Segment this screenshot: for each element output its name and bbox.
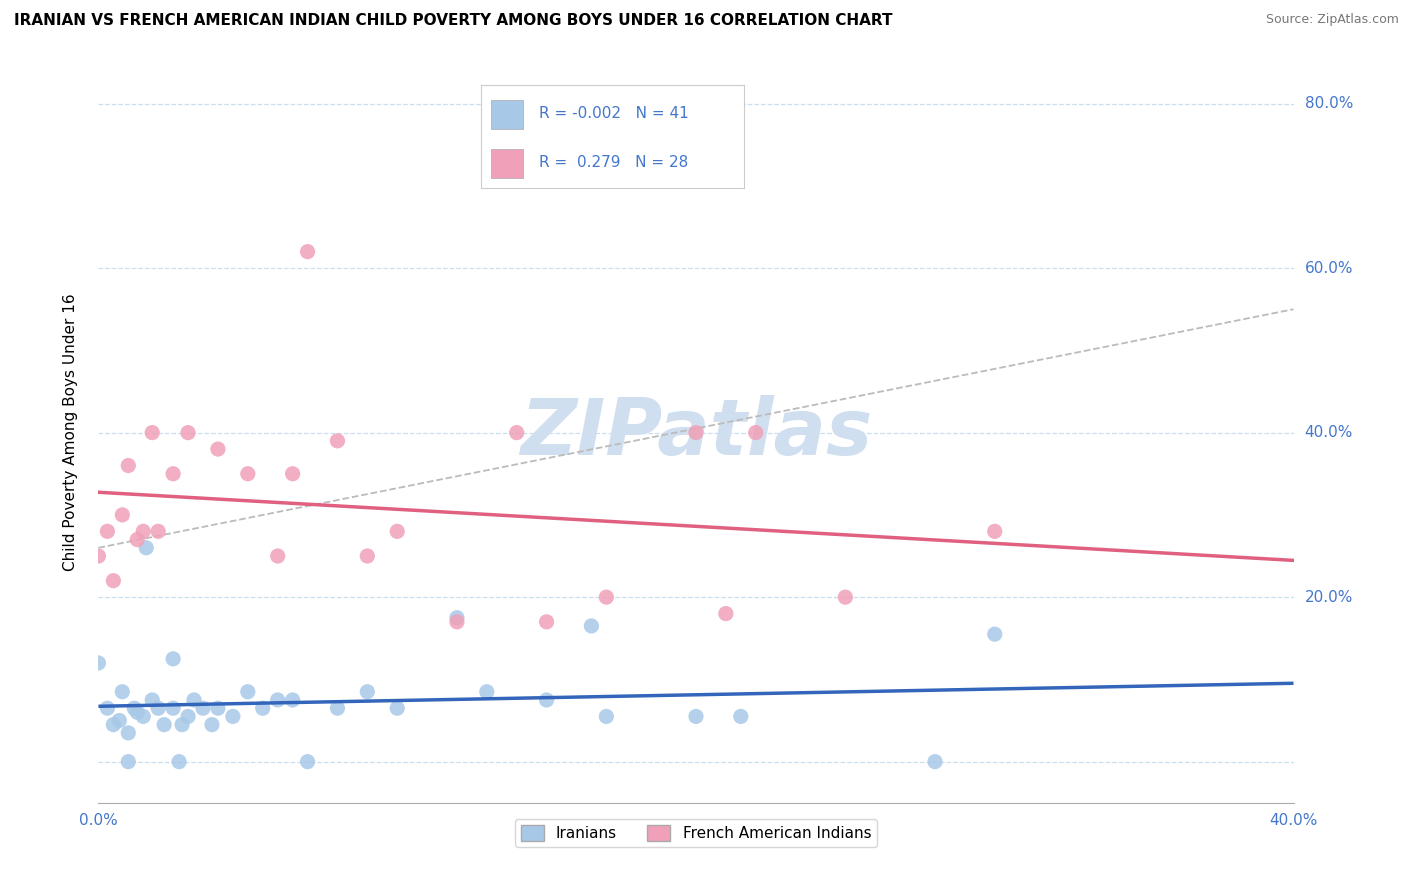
Point [446, 615, 468, 629]
Point [236, 467, 259, 481]
Point [267, 693, 290, 707]
Point [685, 709, 707, 723]
Point [141, 425, 163, 440]
Point [745, 425, 768, 440]
Point [177, 425, 200, 440]
Point [141, 693, 163, 707]
Point [177, 709, 200, 723]
Point [326, 701, 349, 715]
Point [111, 508, 134, 522]
Point [103, 717, 125, 731]
Point [201, 717, 224, 731]
Point [281, 693, 304, 707]
Point [595, 709, 617, 723]
Point [714, 607, 737, 621]
Point [108, 714, 131, 728]
Point [446, 610, 468, 624]
Point [103, 574, 125, 588]
Point [297, 755, 319, 769]
Point [536, 615, 558, 629]
Point [172, 717, 194, 731]
Point [222, 709, 245, 723]
Point [207, 442, 229, 456]
Point [984, 524, 1007, 539]
Point [236, 685, 259, 699]
Point [148, 524, 170, 539]
Point [191, 701, 214, 715]
Point [685, 425, 707, 440]
Point [135, 541, 157, 555]
Point [124, 701, 146, 715]
Point [117, 755, 139, 769]
Point [132, 709, 155, 723]
Point [267, 549, 290, 563]
Point [506, 425, 529, 440]
Point [385, 524, 409, 539]
Point [127, 706, 149, 720]
Point [536, 693, 558, 707]
Point [117, 726, 139, 740]
Point [356, 685, 378, 699]
Point [117, 458, 139, 473]
Point [162, 467, 184, 481]
Point [87, 656, 110, 670]
Text: 80.0%: 80.0% [1305, 96, 1353, 112]
Point [385, 701, 409, 715]
Point [183, 693, 205, 707]
Point [730, 709, 752, 723]
Point [475, 685, 498, 699]
Point [297, 244, 319, 259]
Point [162, 701, 184, 715]
Point [252, 701, 274, 715]
Point [87, 549, 110, 563]
Point [207, 701, 229, 715]
Text: IRANIAN VS FRENCH AMERICAN INDIAN CHILD POVERTY AMONG BOYS UNDER 16 CORRELATION : IRANIAN VS FRENCH AMERICAN INDIAN CHILD … [14, 13, 893, 29]
Point [96, 524, 118, 539]
Point [148, 701, 170, 715]
Point [153, 717, 176, 731]
Legend: Iranians, French American Indians: Iranians, French American Indians [515, 819, 877, 847]
Point [834, 590, 856, 604]
Point [96, 701, 118, 715]
Point [132, 524, 155, 539]
Point [111, 685, 134, 699]
Text: Source: ZipAtlas.com: Source: ZipAtlas.com [1265, 13, 1399, 27]
Point [167, 755, 190, 769]
Point [127, 533, 149, 547]
Text: 60.0%: 60.0% [1305, 260, 1353, 276]
Point [356, 549, 378, 563]
Point [581, 619, 603, 633]
Point [162, 652, 184, 666]
Point [595, 590, 617, 604]
Text: 40.0%: 40.0% [1305, 425, 1353, 440]
Text: ZIPatlas: ZIPatlas [520, 394, 872, 471]
Text: 20.0%: 20.0% [1305, 590, 1353, 605]
Point [924, 755, 946, 769]
Y-axis label: Child Poverty Among Boys Under 16: Child Poverty Among Boys Under 16 [63, 293, 77, 572]
Point [326, 434, 349, 448]
Point [281, 467, 304, 481]
Point [984, 627, 1007, 641]
